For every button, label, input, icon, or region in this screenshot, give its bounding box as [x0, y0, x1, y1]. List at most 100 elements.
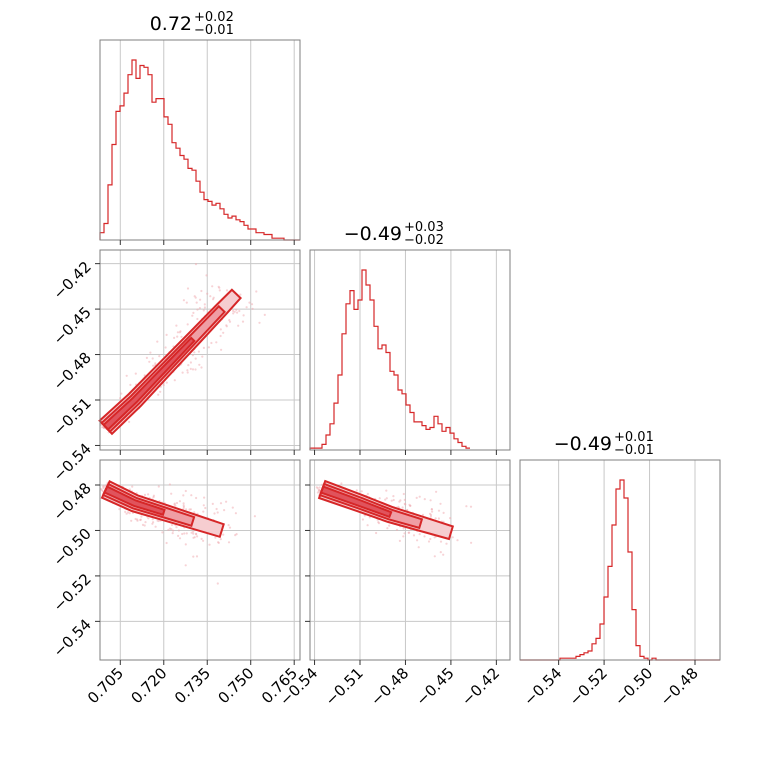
scatter-point	[219, 502, 223, 505]
scatter-point	[228, 526, 232, 529]
scatter-point	[442, 511, 445, 514]
scatter-point	[423, 535, 426, 538]
scatter-point	[147, 517, 150, 520]
scatter-point	[388, 524, 391, 527]
contour-inner	[319, 485, 393, 519]
scatter-point	[253, 515, 256, 518]
scatter-point	[218, 286, 221, 289]
scatter-point	[375, 531, 378, 535]
scatter-point	[151, 357, 154, 360]
scatter-point	[206, 292, 209, 295]
scatter-point	[361, 518, 364, 521]
panel-frames	[99, 39, 721, 661]
scatter-point	[232, 312, 235, 315]
panel-frame	[99, 39, 301, 241]
scatter-point	[167, 528, 170, 532]
scatter-point	[185, 301, 188, 304]
scatter-point	[465, 505, 468, 508]
scatter-point	[209, 295, 212, 298]
y-tick-label: −0.51	[50, 394, 95, 439]
scatter-point	[189, 361, 192, 364]
scatter-point	[181, 532, 184, 536]
scatter-point	[199, 298, 202, 301]
scatter-point	[430, 508, 433, 511]
scatter-point	[192, 530, 195, 533]
scatter-point	[207, 346, 210, 349]
scatter-point	[431, 510, 434, 513]
scatter-point	[195, 555, 199, 558]
x-tick-label: −0.48	[367, 664, 412, 709]
scatter-point	[184, 564, 187, 567]
scatter-point	[141, 523, 145, 527]
y-tick-label: −0.54	[50, 440, 95, 485]
scatter-point	[194, 263, 198, 266]
scatter-point	[202, 510, 205, 513]
scatter-point	[129, 383, 132, 386]
scatter-point	[173, 379, 176, 382]
scatter-point	[159, 390, 162, 393]
scatter-point	[186, 287, 190, 290]
scatter-point	[127, 511, 130, 514]
scatter-point	[215, 507, 218, 511]
y-tick-label: −0.42	[50, 258, 95, 303]
scatter-point	[162, 384, 165, 387]
panel-frame	[309, 459, 511, 661]
scatter-point	[395, 528, 399, 532]
scatter-point	[402, 535, 405, 538]
scatter-point	[202, 309, 205, 312]
scatter-point	[164, 346, 167, 349]
scatter-point	[190, 494, 193, 497]
scatter-point	[131, 485, 134, 488]
scatter-point	[390, 499, 393, 502]
scatter-point	[231, 506, 234, 509]
scatter-point	[439, 551, 442, 554]
scatter-point	[178, 500, 181, 503]
scatter-point	[385, 489, 388, 492]
histogram-0	[99, 59, 300, 241]
scatter-point	[143, 493, 147, 496]
scatter-point	[168, 483, 171, 486]
scatter-point	[385, 497, 388, 500]
scatter-point	[182, 494, 185, 497]
scatter-point	[366, 524, 369, 527]
scatter-point	[201, 355, 204, 358]
scatter-point	[143, 374, 146, 377]
histogram-2	[520, 479, 720, 661]
scatter-point	[227, 541, 231, 544]
scatter-point	[437, 517, 440, 520]
x-tick-label: −0.52	[566, 664, 611, 709]
scatter-point	[202, 346, 205, 349]
scatter-point	[179, 330, 182, 333]
scatter-point	[456, 539, 459, 542]
scatter-point	[195, 496, 198, 500]
x-tick-label: 0.720	[128, 664, 171, 707]
scatter-point	[154, 362, 157, 365]
title-plus: +0.02	[194, 10, 234, 25]
scatter-point	[175, 501, 179, 505]
scatter-point	[170, 492, 173, 495]
scatter-point	[401, 506, 404, 509]
scatter-point	[182, 502, 185, 505]
scatter-point	[157, 485, 160, 488]
scatter-point	[212, 298, 215, 301]
scatter-point	[185, 508, 188, 511]
scatter-point	[220, 348, 223, 351]
scatter-point	[171, 532, 174, 535]
contour-middle	[100, 304, 227, 434]
title-value: 0.72	[150, 13, 192, 35]
scatter-point	[183, 532, 186, 535]
scatter-point	[134, 372, 137, 375]
scatter-point	[415, 496, 418, 499]
scatter-point	[169, 527, 172, 530]
scatter-point	[235, 308, 238, 311]
panel-frame	[309, 249, 511, 451]
scatter-point	[181, 371, 184, 374]
scatter-point	[211, 502, 214, 505]
x-tick-label: 0.750	[214, 664, 257, 707]
scatter-point	[368, 516, 371, 519]
scatter-point	[194, 368, 197, 371]
scatter-point	[156, 340, 159, 343]
scatter-point	[223, 509, 226, 512]
y-tick-label: −0.48	[50, 479, 95, 524]
scatter-point	[416, 539, 419, 542]
